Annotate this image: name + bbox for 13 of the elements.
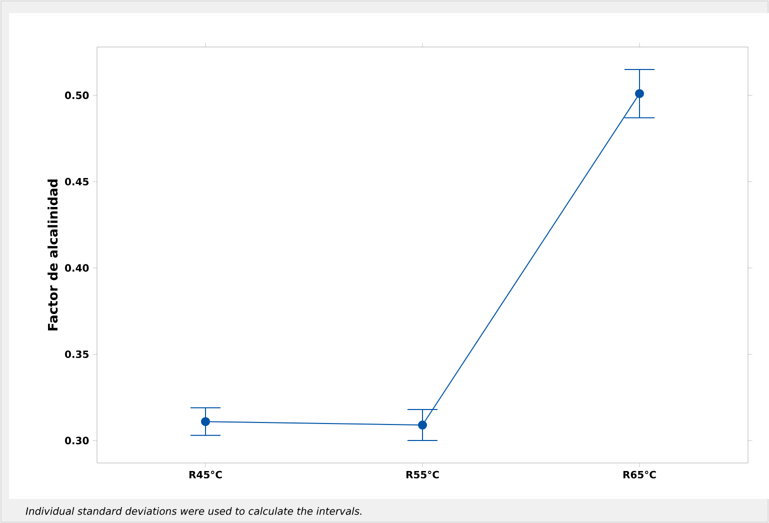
y-tick-label: 0.35 (65, 350, 89, 358)
text: Individual standard deviations were used to calculate the intervals. (26, 507, 362, 515)
y-tick-label: 0.40 (65, 264, 89, 272)
point (201, 417, 210, 426)
point (635, 89, 644, 98)
y-tick-label: 0.45 (65, 178, 89, 186)
y-tick-label: 0.50 (65, 92, 89, 100)
point (418, 420, 427, 430)
x-tick-label: R45°C (189, 470, 222, 478)
y-tick-label: 0.30 (65, 436, 89, 444)
y-axis-title: Factor de alcalinidad (48, 180, 58, 330)
x-tick-label: R55°C (406, 470, 439, 478)
x-tick-label: R65°C (623, 470, 656, 478)
